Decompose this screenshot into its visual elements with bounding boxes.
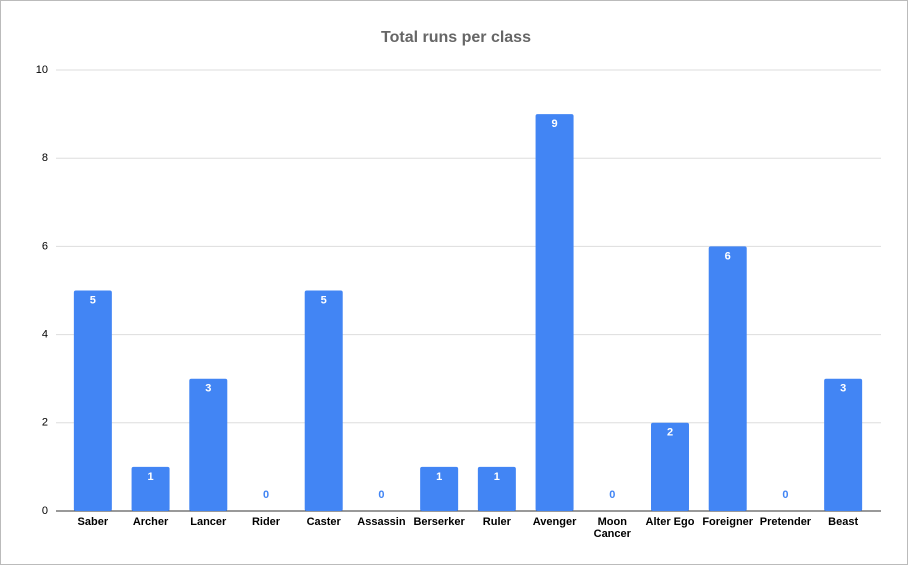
value-label: 1 [436,471,442,483]
value-label: 2 [667,427,673,439]
chart-title: Total runs per class [381,29,531,46]
bar [131,466,170,511]
value-label: 0 [378,489,384,501]
value-label: 0 [782,489,788,501]
value-label: 9 [552,118,558,130]
bar [477,466,516,511]
value-label: 3 [840,383,846,395]
bar [304,290,343,511]
x-tick-label: Archer [132,516,169,528]
value-label: 3 [205,383,211,395]
value-label: 0 [263,489,269,501]
x-tick-label: Saber [77,516,109,528]
y-tick-label: 2 [42,417,48,429]
y-tick-label: 4 [42,329,48,341]
value-label: 5 [321,294,327,306]
x-tick-label: Alter Ego [645,516,695,528]
x-tick-label: Ruler [482,516,511,528]
value-label: 1 [148,471,154,483]
x-tick-label: Moon Cancer [593,516,631,540]
x-tick-label: Caster [306,516,341,528]
bar [420,466,459,511]
bar [708,246,747,511]
x-tick-label: Pretender [759,516,812,528]
value-label: 0 [609,489,615,501]
value-label: 5 [90,294,96,306]
y-tick-label: 0 [42,505,48,517]
x-tick-label: Rider [251,516,281,528]
bar [824,378,863,511]
bar [189,378,228,511]
bar [651,422,689,511]
x-tick-label: Avenger [532,516,577,528]
value-label: 6 [725,250,731,262]
x-tick-label: Foreigner [702,516,754,528]
y-tick-label: 10 [36,64,48,76]
x-tick-label: Beast [828,516,859,528]
y-tick-label: 8 [42,152,48,164]
x-tick-label: Lancer [190,516,227,528]
x-tick-label: Assassin [357,516,406,528]
x-tick-label: Berserker [413,516,465,528]
bar [73,290,112,511]
value-label: 1 [494,471,500,483]
y-tick-label: 6 [42,240,48,252]
bar [535,114,574,511]
